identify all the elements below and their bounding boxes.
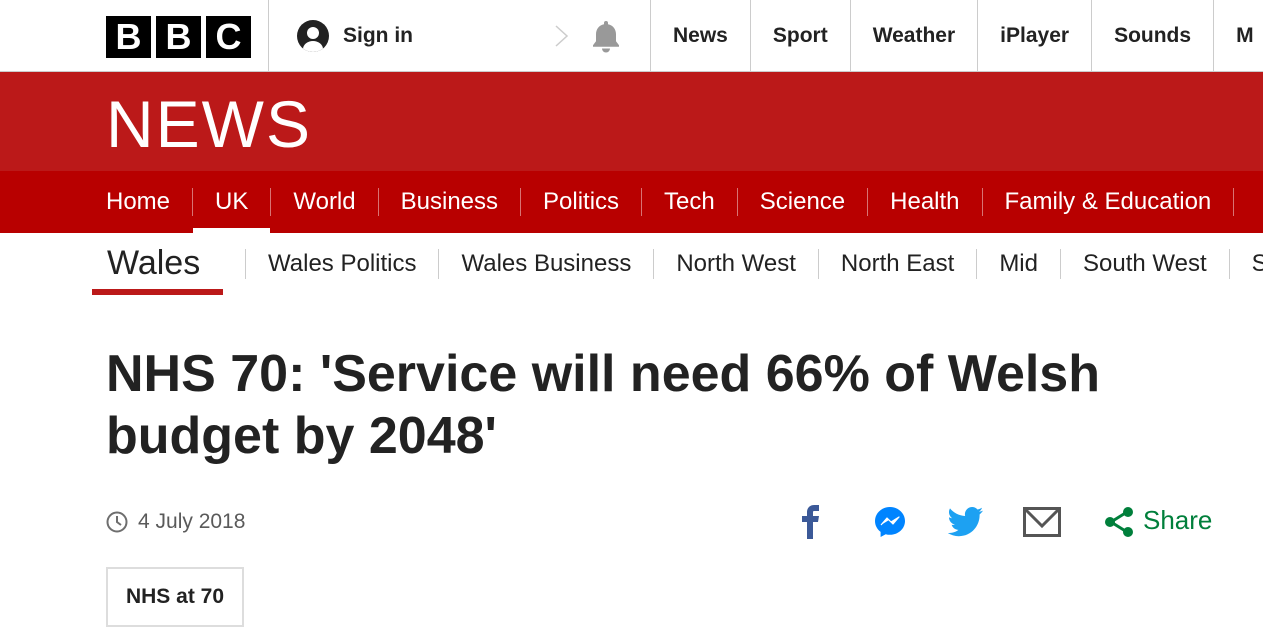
subnav-divider bbox=[817, 249, 819, 279]
nav-item-uk[interactable]: UK bbox=[192, 171, 271, 233]
nav-item-politics[interactable]: Politics bbox=[543, 188, 620, 215]
article-headline: NHS 70: 'Service will need 66% of Welsh … bbox=[106, 345, 1100, 465]
nav-divider bbox=[641, 188, 643, 216]
nav-divider bbox=[981, 188, 983, 216]
global-nav-news[interactable]: News bbox=[650, 0, 750, 71]
nav-divider bbox=[867, 188, 869, 216]
nav-item-family-education[interactable]: Family & Education bbox=[1004, 188, 1212, 215]
chevron-right-icon bbox=[555, 25, 569, 47]
nav-item-home[interactable]: Home bbox=[106, 188, 171, 215]
messenger-icon[interactable] bbox=[873, 505, 907, 539]
twitter-icon[interactable] bbox=[948, 507, 984, 537]
facebook-icon[interactable] bbox=[800, 505, 822, 539]
subnav-current-wales[interactable]: Wales bbox=[92, 233, 223, 295]
wales-subnav: Wales Wales Politics Wales Business Nort… bbox=[0, 233, 1263, 295]
subnav-item-north-west[interactable]: North West bbox=[676, 250, 796, 277]
notifications-button[interactable] bbox=[561, 0, 650, 71]
global-nav-sounds[interactable]: Sounds bbox=[1091, 0, 1213, 71]
active-underline bbox=[92, 289, 223, 295]
nav-divider bbox=[520, 188, 522, 216]
nav-divider bbox=[270, 188, 272, 216]
nav-divider bbox=[192, 188, 194, 216]
global-nav: News Sport Weather iPlayer Sounds M bbox=[650, 0, 1263, 71]
article-date: 4 July 2018 bbox=[138, 510, 246, 533]
subnav-item-south-west[interactable]: South West bbox=[1082, 250, 1207, 277]
article-timestamp: 4 July 2018 bbox=[106, 510, 245, 534]
global-nav-more[interactable]: M bbox=[1213, 0, 1263, 71]
clock-icon bbox=[106, 511, 128, 533]
global-nav-weather[interactable]: Weather bbox=[849, 0, 977, 71]
nav-divider bbox=[736, 188, 738, 216]
share-icon[interactable] bbox=[1104, 506, 1134, 538]
bbc-logo-letter: B bbox=[106, 16, 151, 58]
nav-item-science[interactable]: Science bbox=[759, 188, 846, 215]
email-icon[interactable] bbox=[1023, 507, 1061, 537]
subnav-item-wales-business[interactable]: Wales Business bbox=[461, 250, 632, 277]
nav-item-business[interactable]: Business bbox=[400, 188, 499, 215]
nav-divider bbox=[377, 188, 379, 216]
topic-tag[interactable]: NHS at 70 bbox=[106, 567, 244, 627]
nav-item-world[interactable]: World bbox=[293, 188, 356, 215]
subnav-divider bbox=[245, 249, 246, 279]
share-label[interactable]: Share bbox=[1143, 505, 1213, 535]
news-masthead: NEWS bbox=[0, 72, 1263, 171]
global-nav-iplayer[interactable]: iPlayer bbox=[977, 0, 1091, 71]
subnav-current-label: Wales bbox=[107, 244, 201, 282]
account-icon bbox=[297, 19, 329, 52]
global-nav-sport[interactable]: Sport bbox=[749, 0, 850, 71]
sign-in-label: Sign in bbox=[343, 23, 413, 47]
divider bbox=[268, 0, 269, 71]
subnav-divider bbox=[976, 249, 978, 279]
subnav-divider bbox=[653, 249, 655, 279]
bbc-logo[interactable]: B B C bbox=[106, 16, 251, 58]
nav-divider bbox=[1233, 188, 1235, 216]
sign-in-button[interactable]: Sign in bbox=[269, 0, 561, 71]
bell-icon bbox=[592, 20, 619, 52]
subnav-item-south-east[interactable]: So bbox=[1251, 250, 1263, 277]
subnav-item-north-east[interactable]: North East bbox=[840, 250, 955, 277]
main-nav: Home UK World Business Politics Tech Sci… bbox=[0, 171, 1263, 233]
bbc-logo-letter: C bbox=[206, 16, 251, 58]
subnav-item-mid[interactable]: Mid bbox=[999, 250, 1038, 277]
news-wordmark[interactable]: NEWS bbox=[106, 87, 312, 161]
subnav-divider bbox=[438, 249, 440, 279]
bbc-logo-letter: B bbox=[156, 16, 201, 58]
subnav-divider bbox=[1228, 249, 1230, 279]
nav-item-tech[interactable]: Tech bbox=[664, 188, 715, 215]
subnav-divider bbox=[1059, 249, 1061, 279]
subnav-item-wales-politics[interactable]: Wales Politics bbox=[268, 250, 417, 277]
bbc-global-bar: B B C Sign in News Sport Weather iPlayer… bbox=[0, 0, 1263, 72]
nav-item-health[interactable]: Health bbox=[890, 188, 960, 215]
